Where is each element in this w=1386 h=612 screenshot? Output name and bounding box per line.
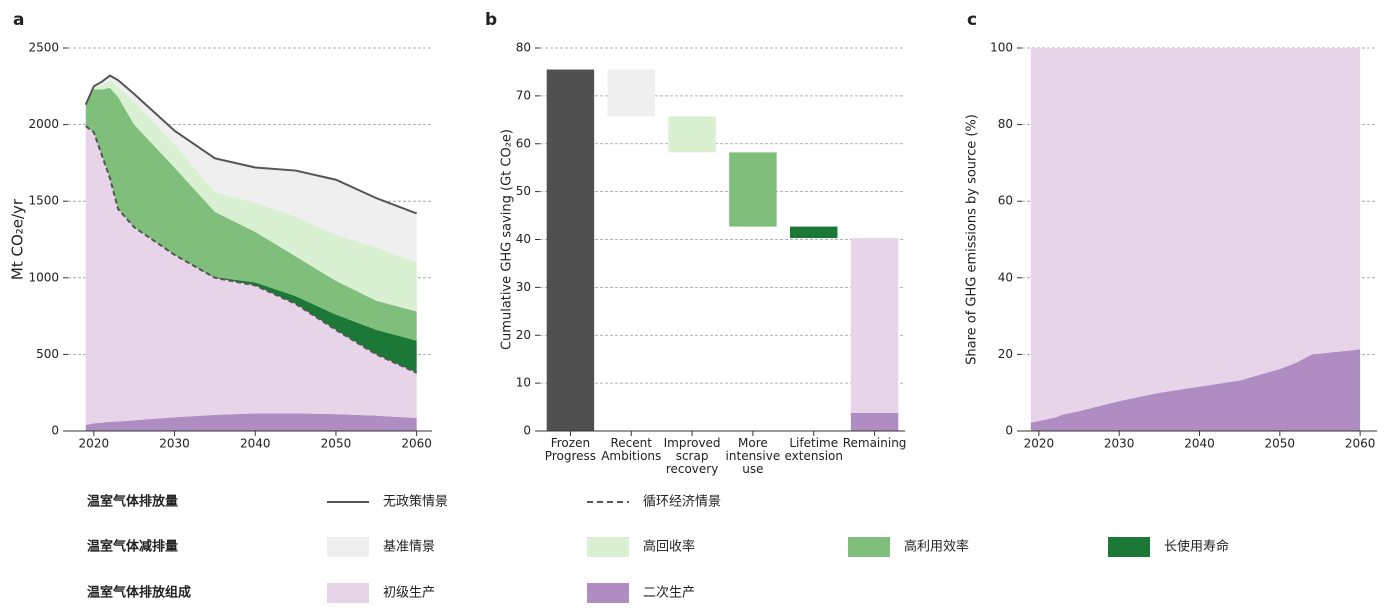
y-tick-label: 1500 (28, 194, 59, 208)
legend-label: 二次生产 (643, 585, 695, 601)
x-tick-label: 2040 (1184, 437, 1215, 451)
bar (607, 69, 655, 117)
bar-segment (850, 238, 899, 413)
x-tick-label: Remaining (842, 436, 907, 450)
line (85, 125, 418, 374)
y-tick-label: 100 (990, 41, 1013, 55)
y-tick-label: 2500 (28, 41, 59, 55)
legend-group-title: 温室气体减排量 (87, 539, 178, 555)
y-axis-label: Cumulative GHG saving (Gt CO₂e) (500, 129, 515, 350)
x-tick-label: Recent Ambitions (601, 436, 662, 463)
x-tick-label: 2030 (159, 437, 190, 451)
legend-label: 高回收率 (643, 539, 695, 555)
legend-group-title: 温室气体排放组成 (87, 585, 191, 601)
x-tick-label: 2060 (1345, 437, 1376, 451)
area (85, 126, 417, 425)
y-tick-label: 0 (523, 424, 531, 438)
y-tick-label: 30 (516, 280, 531, 294)
panel-label: b (485, 10, 497, 30)
y-axis-label: Mt CO₂e/yr (9, 198, 27, 280)
x-tick-label: 2050 (321, 437, 352, 451)
x-tick-label: 2050 (1265, 437, 1296, 451)
x-tick-label: 2020 (79, 437, 110, 451)
x-tick-label: 2020 (1024, 437, 1055, 451)
y-tick-label: 10 (516, 376, 531, 390)
area (85, 80, 417, 312)
x-tick-label: Lifetime extension (784, 436, 844, 463)
y-tick-label: 40 (998, 270, 1013, 284)
y-tick-label: 2000 (28, 117, 59, 131)
legend-group-title: 温室气体排放量 (87, 494, 178, 510)
line (84, 74, 418, 215)
legend-swatch (327, 537, 369, 557)
panel-label: c (967, 10, 977, 30)
y-tick-label: 70 (516, 88, 531, 102)
legend-label: 无政策情景 (383, 494, 448, 510)
legend-swatch (327, 583, 369, 603)
area (85, 413, 417, 431)
y-tick-label: 80 (516, 41, 531, 55)
legend-label: 基准情景 (383, 540, 435, 555)
legend-swatch (1108, 537, 1150, 557)
area (85, 126, 417, 373)
legend-swatch (587, 583, 629, 603)
y-tick-label: 500 (36, 347, 59, 361)
x-tick-label: 2040 (240, 437, 271, 451)
legend-label: 高利用效率 (904, 539, 969, 555)
bar-segment (850, 412, 899, 431)
bar (790, 226, 838, 239)
x-tick-label: More intensive use (725, 436, 781, 476)
bar (668, 116, 716, 153)
y-tick-label: 0 (1005, 424, 1013, 438)
y-tick-label: 80 (998, 117, 1013, 131)
legend-swatch (848, 537, 890, 557)
y-tick-label: 50 (516, 184, 531, 198)
area (85, 87, 417, 341)
y-tick-label: 1000 (28, 270, 59, 284)
area (1030, 349, 1361, 431)
y-tick-label: 20 (998, 347, 1013, 361)
area (85, 75, 417, 263)
y-tick-label: 60 (516, 136, 531, 150)
bar (546, 69, 595, 431)
legend-swatch (587, 537, 629, 557)
legend-label: 长使用寿命 (1164, 539, 1229, 555)
y-axis-label: Share of GHG emissions by source (%) (965, 114, 980, 365)
y-tick-label: 40 (516, 232, 531, 246)
y-tick-label: 0 (51, 424, 59, 438)
y-tick-label: 60 (998, 194, 1013, 208)
y-tick-label: 20 (516, 328, 531, 342)
area (1030, 48, 1361, 423)
x-tick-label: Improved scrap recovery (663, 436, 721, 476)
x-tick-label: Frozen Progress (544, 436, 597, 463)
x-tick-label: 2060 (401, 437, 432, 451)
panel-label: a (13, 10, 24, 30)
bar (729, 152, 777, 227)
legend-label: 初级生产 (383, 586, 435, 601)
legend-label: 循环经济情景 (643, 495, 721, 510)
x-tick-label: 2030 (1104, 437, 1135, 451)
